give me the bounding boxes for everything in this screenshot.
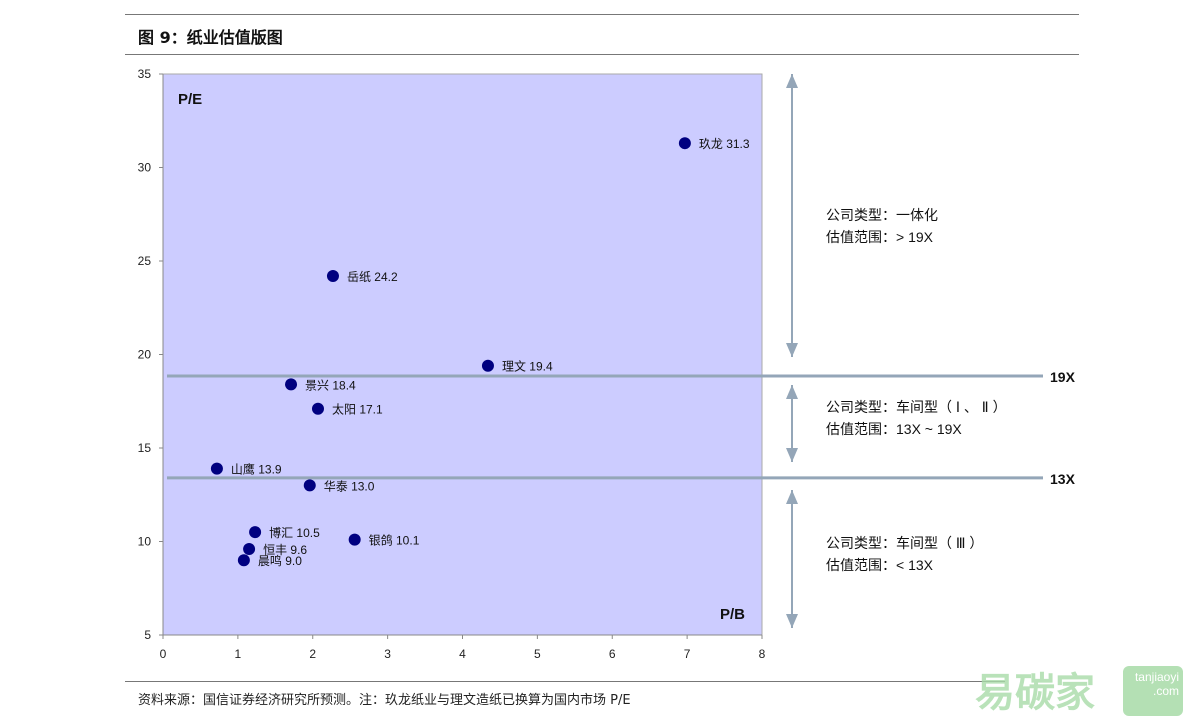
data-point [210,462,223,475]
data-label: 恒丰 9.6 [263,543,307,557]
y-tick-label: 35 [138,67,152,81]
arrow-head-up [786,385,798,399]
threshold-label: 13X [1050,471,1076,487]
data-point [678,137,691,150]
x-tick-label: 0 [160,647,167,661]
y-axis-title: P/E [178,91,202,108]
arrow-head-up [786,74,798,88]
x-tick-label: 2 [309,647,316,661]
y-tick-label: 15 [138,441,152,455]
footer-rule [125,681,1005,682]
data-label: 博汇 10.5 [269,525,320,540]
data-label: 晨鸣 9.0 [258,553,302,568]
watermark-site: tanjiaoyi .com [1123,666,1183,716]
threshold-label: 19X [1050,369,1076,385]
data-point [348,533,361,546]
zone-type: 公司类型：一体化 [826,207,938,223]
arrow-head-down [786,448,798,462]
data-point [285,378,298,391]
data-point [326,269,339,282]
y-tick-label: 5 [144,628,151,642]
title-rule [125,54,1079,55]
arrow-head-down [786,614,798,628]
data-point [237,554,250,567]
top-rule [125,14,1079,15]
y-tick-label: 30 [138,161,152,175]
figure-title: 图 9：纸业估值版图 [138,28,283,47]
x-tick-label: 6 [609,647,616,661]
data-label: 银鸽 10.1 [369,533,420,548]
plot-area [162,73,763,636]
data-point [303,479,316,492]
y-tick-label: 20 [138,348,152,362]
data-label: 华泰 13.0 [324,479,375,493]
data-point [481,359,494,372]
x-tick-label: 4 [459,647,466,661]
x-tick-label: 7 [684,647,691,661]
arrow-head-down [786,343,798,357]
zone-range: 估值范围：< 13X [826,557,934,573]
watermark-logo: 易碳家 [975,670,1095,716]
x-tick-label: 5 [534,647,541,661]
x-axis-title: P/B [720,606,745,623]
x-tick-label: 3 [384,647,391,661]
zone-range: 估值范围：> 19X [826,229,934,245]
data-label: 岳纸 24.2 [347,270,398,284]
data-label: 景兴 18.4 [305,378,356,392]
x-tick-label: 1 [235,647,242,661]
x-tick-label: 8 [759,647,766,661]
data-point [311,402,324,415]
arrow-head-up [786,490,798,504]
data-point [243,542,256,555]
source-note: 资料来源：国信证券经济研究所预测。注：玖龙纸业与理文造纸已换算为国内市场 P/E [138,693,631,708]
zone-type: 公司类型：车间型（ Ⅰ 、 Ⅱ ） [826,399,1007,415]
data-label: 山鹰 13.9 [231,462,282,477]
data-label: 理文 19.4 [502,359,553,374]
y-tick-label: 25 [138,254,152,268]
data-point [249,526,262,539]
data-label: 玖龙 31.3 [699,137,750,151]
zone-range: 估值范围：13X ~ 19X [826,421,962,437]
zone-type: 公司类型：车间型（ Ⅲ ） [826,535,983,551]
y-tick-label: 10 [138,535,152,549]
data-label: 太阳 17.1 [332,402,383,417]
